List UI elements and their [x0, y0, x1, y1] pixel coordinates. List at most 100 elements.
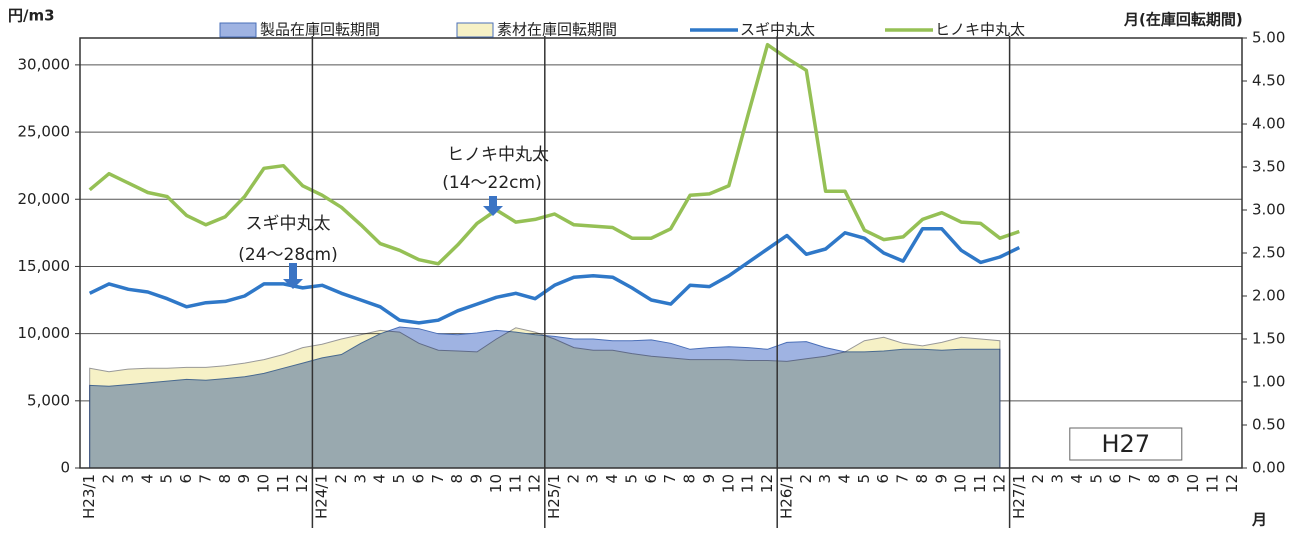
- x-tick-label: H27/1: [1010, 474, 1028, 519]
- x-tick-label: 2: [100, 474, 118, 484]
- period-label: H27: [1102, 430, 1151, 458]
- y-tick-label: 0: [60, 459, 70, 477]
- legend-swatch: [219, 22, 257, 38]
- x-tick-label: 10: [487, 474, 505, 493]
- x-tick-label: 4: [371, 474, 389, 484]
- y2-tick-label: 3.50: [1252, 158, 1285, 176]
- x-tick-label: 8: [1145, 474, 1163, 484]
- y2-tick-label: 2.00: [1252, 287, 1285, 305]
- y2-tick-label: 4.00: [1252, 115, 1285, 133]
- x-tick-label: 4: [1068, 474, 1086, 484]
- y-tick-label: 20,000: [18, 190, 71, 208]
- x-tick-label: 11: [1203, 474, 1221, 493]
- x-tick-label: 3: [584, 474, 602, 484]
- x-tick-label: 11: [739, 474, 757, 493]
- y2-tick-label: 1.00: [1252, 373, 1285, 391]
- annotation: ヒノキ中丸太: [447, 145, 549, 165]
- period-box: [1069, 427, 1183, 461]
- x-tick-label: 2: [1029, 474, 1047, 484]
- legend-label: ヒノキ中丸太: [935, 21, 1025, 39]
- x-tick-label: 9: [932, 474, 950, 484]
- x-tick-label: 5: [1087, 474, 1105, 484]
- x-tick-label: 7: [1126, 474, 1144, 484]
- y2-tick-label: 3.00: [1252, 201, 1285, 219]
- x-tick-label: 6: [177, 474, 195, 484]
- arrow: [483, 196, 503, 216]
- y2-tick-label: 0.50: [1252, 416, 1285, 434]
- y2-tick-label: 4.50: [1252, 72, 1285, 90]
- legend-label: 製品在庫回転期間: [260, 21, 380, 39]
- annotations: スギ中丸太 (24～28cm) ヒノキ中丸太 (14～22cm): [238, 145, 549, 289]
- lines: [88, 42, 1021, 325]
- x-tick-label: 12: [758, 474, 776, 493]
- x-tick-label: 2: [332, 474, 350, 484]
- x-tick-label: 10: [1184, 474, 1202, 493]
- line: [88, 42, 1020, 266]
- x-tick-label: 6: [409, 474, 427, 484]
- x-tick-label: H24/1: [313, 474, 331, 519]
- y2-tick-label: 5.00: [1252, 29, 1285, 47]
- x-tick-label: 10: [952, 474, 970, 493]
- x-tick-label: 4: [835, 474, 853, 484]
- x-tick-label: 5: [622, 474, 640, 484]
- x-tick-label: 7: [196, 474, 214, 484]
- annotation: (24～28cm): [238, 245, 337, 265]
- x-tick-label: 3: [816, 474, 834, 484]
- arrow: [283, 263, 303, 289]
- x-tick-label: 3: [1049, 474, 1067, 484]
- x-tick-label: 3: [119, 474, 137, 484]
- x-tick-label: 9: [700, 474, 718, 484]
- plot-area: 0 5,000 10,000 15,000 20,000 25,000 30,000 0.00…: [18, 21, 1285, 528]
- plot-frame: [79, 37, 1243, 469]
- y-tick-label: 25,000: [18, 123, 71, 141]
- legend-label: 素材在庫回転期間: [497, 21, 617, 39]
- x-tick-label: 5: [390, 474, 408, 484]
- y-axis-label: 円/m3: [8, 7, 55, 25]
- x-tick-label: 6: [874, 474, 892, 484]
- x-tick-label: 5: [158, 474, 176, 484]
- x-tick-label: H26/1: [777, 474, 795, 519]
- x-tick-label: 4: [603, 474, 621, 484]
- y2-tick-label: 0.00: [1252, 459, 1285, 477]
- x-tick-label: 7: [661, 474, 679, 484]
- x-tick-label: 5: [855, 474, 873, 484]
- legend-label: スギ中丸太: [740, 21, 815, 39]
- x-axis-label: 月: [1251, 511, 1267, 529]
- x-tick-label: 11: [506, 474, 524, 493]
- y2-axis-label: 月(在庫回転期間): [1123, 11, 1243, 29]
- x-tick-label: H23/1: [80, 474, 98, 519]
- x-tick-label: 7: [429, 474, 447, 484]
- x-tick-label: 6: [642, 474, 660, 484]
- x-tick-label: 6: [1107, 474, 1125, 484]
- y2-tick-label: 1.50: [1252, 330, 1285, 348]
- y2-tick-label: 2.50: [1252, 244, 1285, 262]
- x-tick-label: 7: [894, 474, 912, 484]
- x-tick-label: 10: [254, 474, 272, 493]
- y-tick-label: 15,000: [18, 257, 71, 275]
- y-tick-label: 5,000: [27, 391, 70, 409]
- x-tick-label: 12: [293, 474, 311, 493]
- x-tick-label: 12: [526, 474, 544, 493]
- x-tick-label: 10: [719, 474, 737, 493]
- x-tick-label: 2: [564, 474, 582, 484]
- legend: 製品在庫回転期間 素材在庫回転期間 スギ中丸太 ヒノキ中丸太: [219, 21, 1025, 39]
- x-tick-label: 9: [1165, 474, 1183, 484]
- x-tick-label: 12: [990, 474, 1008, 493]
- x-tick-label: 8: [448, 474, 466, 484]
- x-tick-label: 11: [971, 474, 989, 493]
- x-tick-label: 2: [797, 474, 815, 484]
- x-tick-label: 9: [468, 474, 486, 484]
- line: [88, 227, 1021, 325]
- annotation: スギ中丸太: [246, 214, 331, 234]
- x-tick-label: 9: [235, 474, 253, 484]
- x-tick-label: 3: [351, 474, 369, 484]
- x-tick-label: 12: [1223, 474, 1241, 493]
- annotation: (14～22cm): [442, 173, 541, 193]
- x-tick-label: 8: [216, 474, 234, 484]
- x-tick-label: 11: [274, 474, 292, 493]
- y-tick-label: 10,000: [18, 324, 71, 342]
- legend-swatch: [456, 22, 494, 38]
- x-tick-label: 8: [913, 474, 931, 484]
- x-tick-label: H25/1: [545, 474, 563, 519]
